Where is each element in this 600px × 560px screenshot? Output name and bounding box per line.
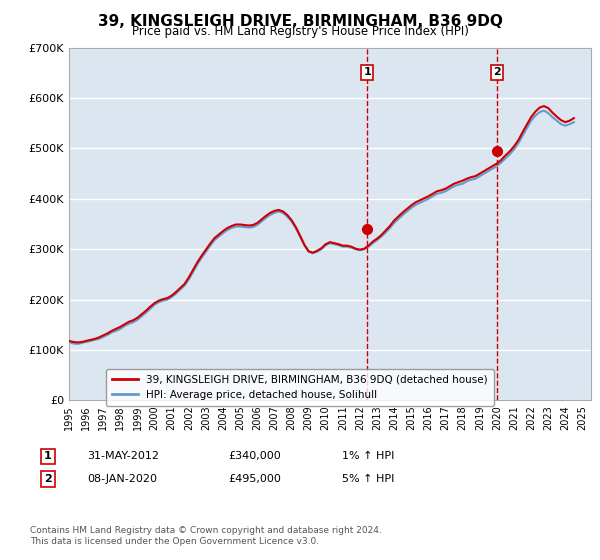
Text: 31-MAY-2012: 31-MAY-2012: [87, 451, 159, 461]
Text: £340,000: £340,000: [228, 451, 281, 461]
Text: 39, KINGSLEIGH DRIVE, BIRMINGHAM, B36 9DQ: 39, KINGSLEIGH DRIVE, BIRMINGHAM, B36 9D…: [98, 14, 502, 29]
Text: Price paid vs. HM Land Registry's House Price Index (HPI): Price paid vs. HM Land Registry's House …: [131, 25, 469, 38]
Text: 1% ↑ HPI: 1% ↑ HPI: [342, 451, 394, 461]
Text: £495,000: £495,000: [228, 474, 281, 484]
Text: Contains HM Land Registry data © Crown copyright and database right 2024.
This d: Contains HM Land Registry data © Crown c…: [30, 526, 382, 546]
Text: 2: 2: [44, 474, 52, 484]
Text: 1: 1: [44, 451, 52, 461]
Text: 2: 2: [494, 67, 501, 77]
Text: 08-JAN-2020: 08-JAN-2020: [87, 474, 157, 484]
Legend: 39, KINGSLEIGH DRIVE, BIRMINGHAM, B36 9DQ (detached house), HPI: Average price, : 39, KINGSLEIGH DRIVE, BIRMINGHAM, B36 9D…: [106, 368, 494, 407]
Text: 1: 1: [363, 67, 371, 77]
Text: 5% ↑ HPI: 5% ↑ HPI: [342, 474, 394, 484]
